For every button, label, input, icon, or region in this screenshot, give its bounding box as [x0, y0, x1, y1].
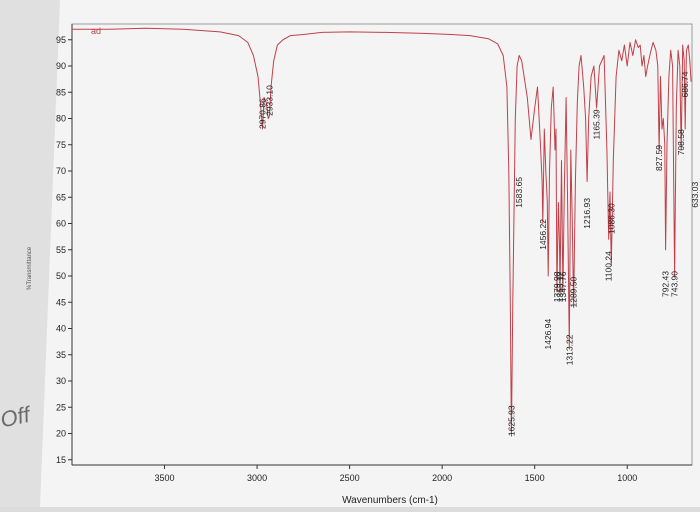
sample-tag: ad [91, 26, 101, 36]
y-tick-label: 70 [56, 166, 66, 176]
y-tick-label: 15 [56, 455, 66, 465]
y-tick-label: 65 [56, 192, 66, 202]
y-tick-label: 95 [56, 35, 66, 45]
y-tick-label: 35 [56, 350, 66, 360]
peak-label: 1456.22 [538, 219, 548, 250]
y-tick-label: 90 [56, 61, 66, 71]
x-tick-label: 1500 [525, 473, 545, 483]
peak-label: 827.59 [654, 145, 664, 171]
peak-label: 1313.22 [564, 334, 574, 365]
y-tick-label: 25 [56, 402, 66, 412]
peak-label: 1165.39 [592, 109, 602, 139]
peak-label: 743.90 [670, 271, 680, 297]
x-tick-label: 1000 [617, 473, 637, 483]
peak-label: 1100.24 [604, 251, 614, 281]
y-tick-label: 75 [56, 140, 66, 150]
peak-label: 633.03 [690, 182, 700, 208]
peak-label: 1347.76 [558, 271, 568, 302]
x-tick-label: 3000 [247, 473, 267, 483]
y-tick-label: 60 [56, 219, 66, 229]
y-tick-label: 85 [56, 87, 66, 97]
peak-label: 1289.50 [569, 277, 579, 308]
x-axis-label: Wavenumbers (cm-1) [342, 495, 438, 506]
y-tick-label: 20 [56, 429, 66, 439]
peak-label: 1625.93 [506, 405, 516, 436]
x-tick-label: 3500 [155, 473, 175, 483]
x-tick-label: 2500 [340, 473, 360, 483]
y-tick-label: 45 [56, 297, 66, 307]
peak-label: 2933.10 [265, 85, 275, 116]
x-tick-label: 2000 [432, 473, 452, 483]
peak-label: 686.74 [680, 71, 690, 97]
y-tick-label: 50 [56, 271, 66, 281]
peak-label: 1216.93 [582, 198, 592, 229]
peak-label: 1086.30 [606, 203, 616, 234]
peak-label: 708.58 [676, 129, 686, 155]
y-tick-label: 80 [56, 114, 66, 124]
peak-label: 1426.94 [543, 319, 553, 350]
y-tick-label: 30 [56, 376, 66, 386]
y-tick-label: 40 [56, 324, 66, 334]
peak-label: 1583.65 [514, 177, 524, 208]
y-tick-label: 55 [56, 245, 66, 255]
side-text: %Transmittance [27, 246, 33, 290]
